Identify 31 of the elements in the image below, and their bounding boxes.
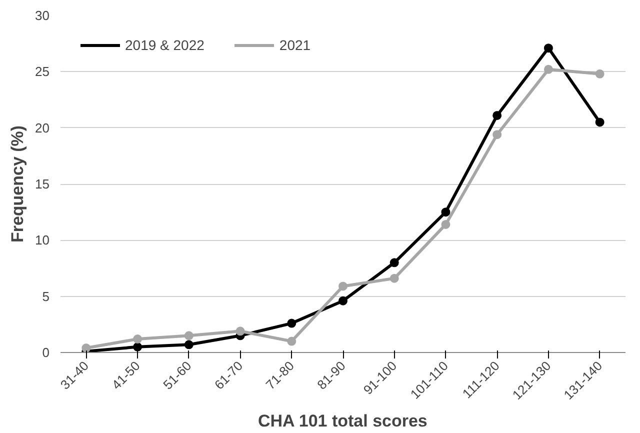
y-tick-label: 5 — [42, 288, 50, 304]
point — [441, 208, 450, 217]
y-tick-label: 30 — [35, 8, 50, 23]
point — [492, 110, 502, 120]
point — [184, 331, 194, 340]
point — [133, 334, 142, 344]
point — [338, 282, 348, 291]
x-axis-title: CHA 101 total scores — [258, 412, 428, 431]
point — [441, 220, 450, 229]
point — [492, 130, 502, 140]
point — [390, 258, 399, 268]
legend-label: 2019 & 2022 — [125, 37, 204, 53]
y-tick-label: 25 — [35, 64, 50, 80]
y-tick-label: 15 — [35, 176, 50, 192]
y-axis-title: Frequency (%) — [8, 125, 28, 243]
point — [338, 296, 348, 306]
y-tick-label: 10 — [35, 232, 50, 248]
legend-label: 2021 — [279, 37, 311, 53]
point — [184, 340, 194, 350]
point — [287, 318, 296, 328]
point — [236, 326, 245, 336]
point — [82, 344, 91, 352]
point — [390, 274, 399, 283]
point — [287, 336, 296, 346]
point — [595, 118, 604, 127]
point — [544, 64, 553, 74]
point — [595, 69, 604, 78]
point — [544, 44, 553, 53]
y-tick-label: 0 — [42, 345, 50, 360]
y-tick-label: 20 — [35, 120, 50, 136]
point — [133, 342, 142, 352]
